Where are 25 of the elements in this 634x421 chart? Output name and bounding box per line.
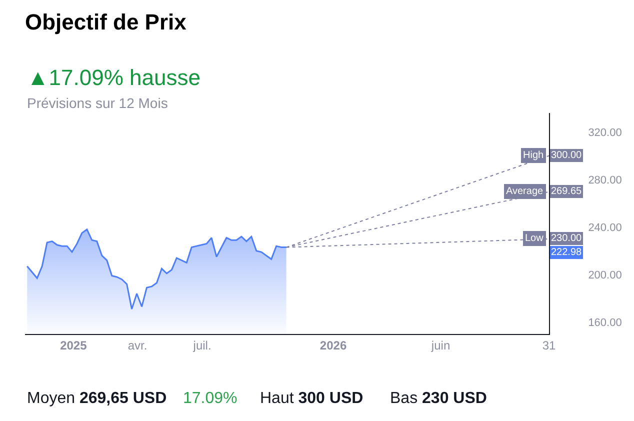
x-tick-label: 31	[542, 338, 556, 352]
text: Prévisions sur 12 Mois	[27, 95, 168, 111]
text: Bas 230 USD	[390, 390, 487, 407]
text: 222.98	[551, 247, 582, 258]
chart-title: Objectif de Prix	[25, 10, 188, 35]
chart-subtitle: ▲17.09% hausse	[27, 65, 200, 90]
text: 17.09%	[183, 390, 238, 407]
x-tick-label: juin	[430, 338, 450, 352]
x-tick-label: avr.	[128, 338, 148, 352]
text: Moyen 269,65 USD	[27, 390, 167, 407]
data-label: 300.00	[551, 150, 582, 161]
y-tick-label: 200.00	[588, 269, 622, 282]
y-tick-label: 280.00	[588, 174, 622, 186]
data-label: 230.00	[551, 233, 582, 244]
legend-label: Average	[506, 186, 544, 197]
y-tick-label: 240.00	[588, 222, 622, 234]
y-tick-label: 320.00	[588, 126, 622, 139]
y-tick-label: 160.00	[588, 316, 622, 329]
x-tick-label: juil.	[192, 338, 212, 352]
legend-label: High	[523, 150, 544, 161]
x-tick-label: 2026	[320, 338, 347, 352]
text: Haut 300 USD	[260, 390, 364, 407]
legend-label: Low	[525, 233, 544, 244]
x-tick-label: 2025	[60, 338, 88, 352]
data-label: 269.65	[551, 186, 582, 197]
